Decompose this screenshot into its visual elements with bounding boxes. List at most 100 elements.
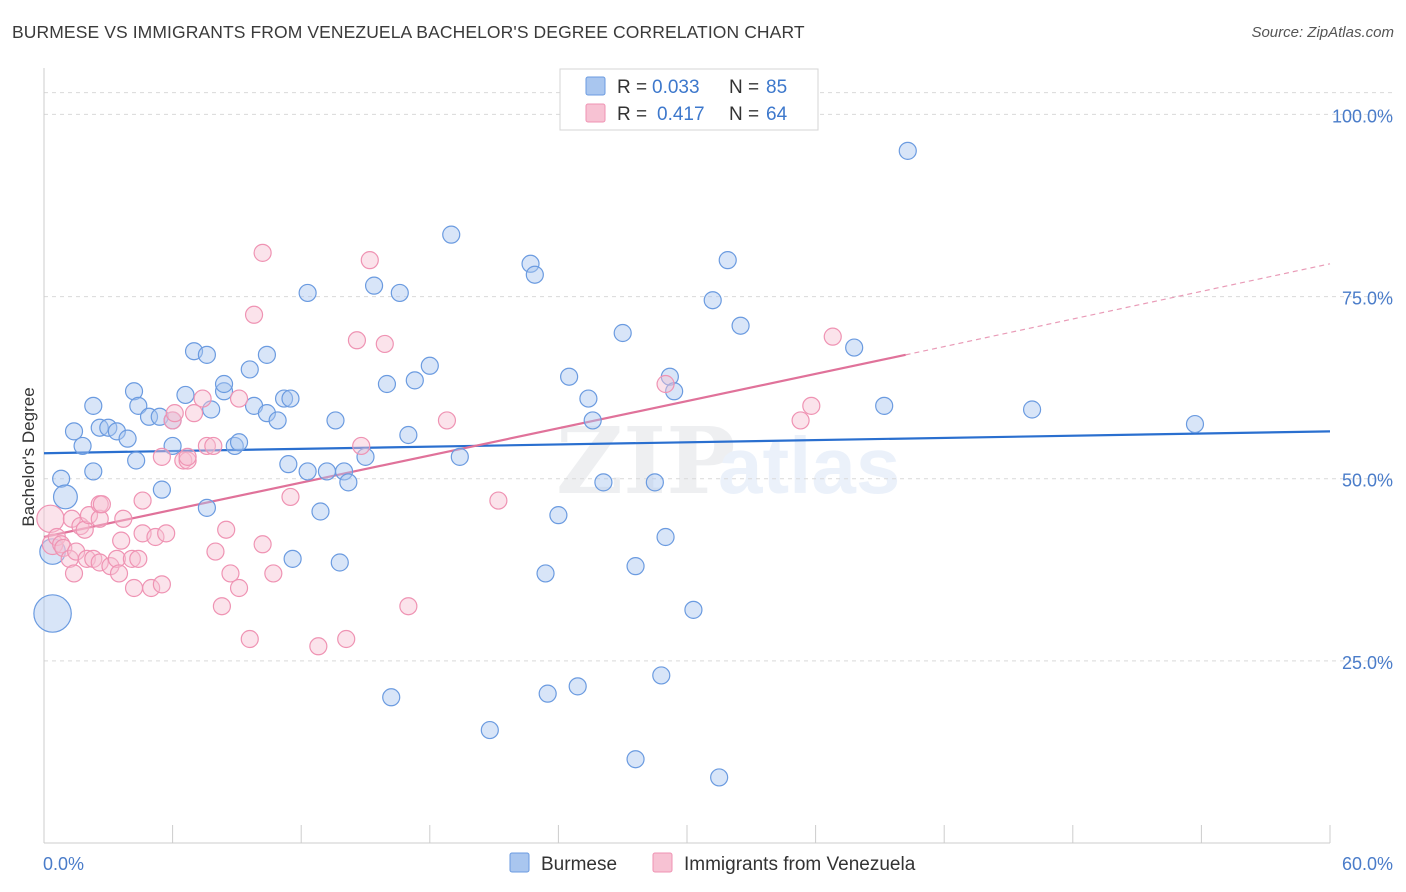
burmese-point — [377, 374, 397, 394]
burmese-point — [645, 473, 664, 492]
burmese-point — [274, 389, 294, 408]
burmese-point — [118, 429, 137, 448]
burmese-point — [626, 750, 645, 769]
y-tick-label: 50.0% — [1342, 471, 1393, 491]
x-tick-label-max: 60.0% — [1342, 854, 1393, 874]
venezuela-point — [337, 629, 356, 649]
burmese-point — [480, 720, 499, 740]
legend-r-value-2: 0.417 — [657, 104, 705, 125]
venezuela-point — [229, 389, 249, 408]
venezuela-point — [67, 542, 86, 561]
burmese-point — [356, 447, 375, 466]
legend-r-label-1: R = — [617, 77, 647, 98]
burmese-point — [64, 422, 84, 441]
burmese-point — [139, 407, 159, 426]
venezuela-point — [133, 491, 152, 510]
burmese-point — [536, 564, 555, 583]
venezuela-point — [79, 506, 99, 525]
venezuela-point — [122, 549, 141, 568]
burmese-point — [405, 371, 424, 390]
venezuela-point — [157, 524, 176, 543]
burmese-point — [163, 436, 182, 456]
venezuela-point — [197, 436, 216, 456]
venezuela-point — [221, 564, 240, 583]
burmese-point — [73, 436, 92, 456]
burmese-point — [257, 345, 277, 364]
burmese-point — [317, 462, 337, 481]
legend-swatch-burmese — [585, 76, 606, 96]
venezuela-point — [107, 549, 126, 568]
venezuela-point — [212, 597, 231, 616]
venezuela-point — [347, 331, 367, 350]
venezuela-point — [64, 564, 84, 583]
venezuela-point — [114, 509, 133, 528]
venezuela-point — [802, 396, 821, 415]
burmese-point — [656, 527, 675, 547]
burmese-point — [52, 469, 71, 488]
y-tick-label: 25.0% — [1342, 653, 1393, 673]
legend-swatch-venezuela — [585, 103, 606, 123]
venezuela-point — [656, 374, 675, 394]
burmese-point — [124, 382, 144, 401]
chart-title: BURMESE VS IMMIGRANTS FROM VENEZUELA BAC… — [12, 22, 805, 42]
legend-r-value-1: 0.033 — [652, 77, 700, 98]
burmese-point — [197, 345, 216, 364]
burmese-point — [525, 265, 544, 284]
burmese-point — [326, 411, 345, 430]
burmese-point — [560, 367, 579, 386]
burmese-point — [568, 677, 587, 696]
burmese-point — [684, 600, 703, 619]
burmese-point — [364, 276, 384, 295]
burmese-point — [1185, 414, 1205, 434]
burmese-point — [399, 425, 418, 445]
burmese-point — [875, 396, 894, 415]
burmese-point — [129, 396, 148, 415]
venezuela-point — [360, 251, 379, 270]
legend-bottom-swatch-burmese — [509, 852, 530, 873]
venezuela-point — [129, 549, 148, 568]
venezuela-point — [90, 509, 109, 528]
legend-bottom-label-venezuela: Immigrants from Venezuela — [684, 854, 916, 875]
legend-top: R = 0.033 N = 85 R = 0.417 N = 64 — [559, 68, 819, 131]
burmese-point — [390, 283, 409, 303]
venezuela-point — [142, 578, 161, 598]
y-tick-label: 75.0% — [1342, 289, 1393, 309]
burmese-point — [52, 484, 78, 510]
venezuela-point — [281, 487, 300, 507]
burmese-point — [298, 462, 317, 481]
burmese-point — [652, 666, 671, 685]
trend-projection-venezuela — [905, 263, 1331, 356]
venezuela-point — [193, 389, 212, 408]
burmese-point — [898, 141, 917, 160]
venezuela-point — [112, 531, 131, 550]
burmese-point — [845, 338, 864, 357]
watermark: ZIP atlas — [556, 407, 900, 515]
legend-bottom: Burmese Immigrants from Venezuela — [509, 852, 916, 875]
trend-line-venezuela — [43, 353, 906, 539]
venezuela-point — [823, 327, 842, 346]
burmese-point — [279, 455, 298, 474]
venezuela-point — [206, 542, 225, 561]
venezuela-point — [184, 404, 204, 423]
burmese-point — [521, 254, 540, 273]
legend-n-value-2: 64 — [766, 104, 788, 125]
burmese-point — [268, 411, 287, 430]
burmese-point — [731, 316, 750, 335]
legend-n-label-1: N = — [729, 77, 759, 98]
watermark-atlas: atlas — [718, 421, 900, 510]
venezuela-point — [178, 447, 197, 466]
burmese-point — [613, 323, 632, 343]
legend-n-label-2: N = — [729, 104, 759, 125]
burmese-point — [334, 462, 354, 481]
burmese-point — [330, 553, 349, 572]
venezuela-point — [240, 629, 259, 649]
venezuela-point — [109, 564, 129, 583]
burmese-point — [1022, 400, 1042, 419]
venezuela-point — [791, 411, 810, 430]
venezuela-point — [229, 578, 249, 598]
legend-r-label-2: R = — [617, 104, 647, 125]
burmese-point — [283, 549, 302, 568]
burmese-point — [549, 506, 568, 525]
burmese-point — [240, 360, 259, 379]
